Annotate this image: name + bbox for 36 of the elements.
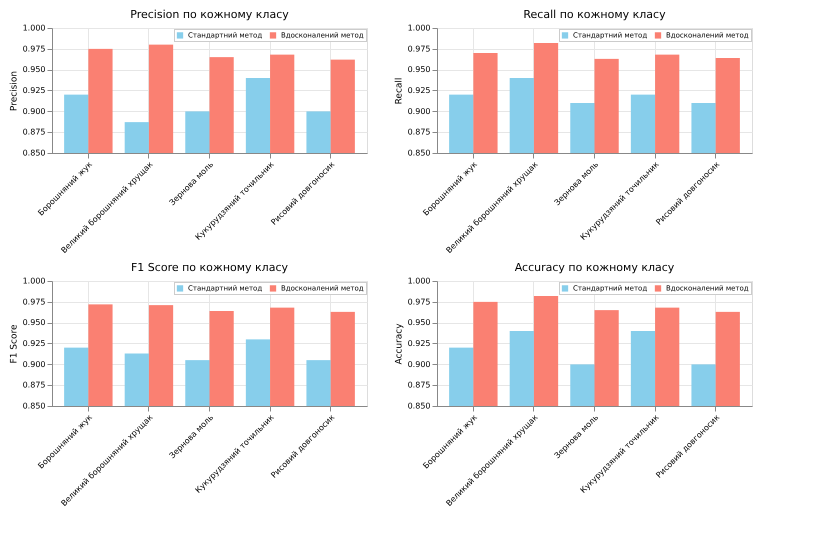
y-tick-label: 0.875 bbox=[22, 380, 46, 390]
y-tick-label: 1.000 bbox=[22, 24, 46, 32]
y-axis-title: Recall bbox=[394, 78, 405, 104]
y-tick-label: 1.000 bbox=[408, 24, 430, 32]
y-tick-label: 0.975 bbox=[408, 44, 430, 54]
y-tick-label: 0.975 bbox=[408, 297, 430, 306]
y-tick-label: 1.000 bbox=[408, 276, 430, 286]
chart-title: Accuracy по кожному класу bbox=[514, 261, 675, 274]
y-tick-label: 1.000 bbox=[22, 276, 46, 286]
y-tick-label: 0.950 bbox=[22, 65, 46, 74]
y-tick-label: 0.925 bbox=[408, 339, 430, 348]
y-tick-label: 0.900 bbox=[408, 106, 430, 116]
y-axis-title: Precision bbox=[10, 70, 20, 112]
y-tick-label: 0.850 bbox=[408, 148, 430, 158]
y-tick-label: 0.875 bbox=[408, 128, 430, 137]
y-tick-label: 0.925 bbox=[22, 86, 46, 95]
y-tick-label: 0.875 bbox=[22, 128, 46, 137]
chart-title: F1 Score по кожному класу bbox=[130, 261, 289, 274]
y-tick-label: 0.875 bbox=[408, 380, 430, 390]
chart-title: Recall по кожному класу bbox=[523, 8, 666, 21]
y-axis-title: Accuracy bbox=[394, 322, 405, 365]
y-tick-label: 0.950 bbox=[408, 65, 430, 74]
y-tick-label: 0.975 bbox=[22, 44, 46, 54]
y-tick-label: 0.900 bbox=[22, 360, 46, 369]
y-tick-label: 0.900 bbox=[22, 106, 46, 116]
y-axis-title: F1 Score bbox=[10, 324, 20, 364]
y-tick-label: 0.975 bbox=[22, 297, 46, 306]
chart-title: Precision по кожному класу bbox=[130, 8, 290, 21]
y-tick-label: 0.925 bbox=[22, 339, 46, 348]
y-tick-label: 0.900 bbox=[408, 360, 430, 369]
y-tick-label: 0.925 bbox=[408, 86, 430, 95]
y-tick-label: 0.950 bbox=[22, 318, 46, 328]
y-tick-label: 0.850 bbox=[22, 402, 46, 410]
y-tick-label: 0.950 bbox=[408, 318, 430, 328]
y-tick-label: 0.850 bbox=[22, 148, 46, 158]
y-tick-label: 0.850 bbox=[408, 402, 430, 410]
